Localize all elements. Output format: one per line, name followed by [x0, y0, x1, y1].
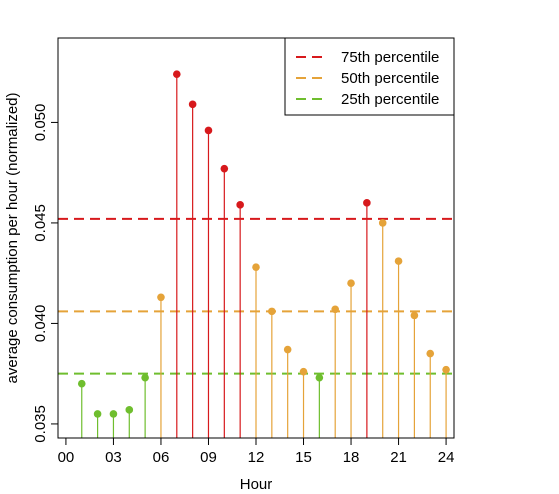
y-axis: 0.035 0.040 0.045 0.050 — [32, 104, 58, 443]
legend-label-2: 25th percentile — [341, 91, 439, 108]
point-hour-8 — [188, 100, 197, 109]
point-hour-18 — [347, 279, 355, 288]
lollipop-stems — [81, 74, 447, 438]
x-tick-label: 00 — [58, 449, 75, 466]
y-tick-label: 0.050 — [32, 104, 49, 142]
point-hour-9 — [204, 126, 213, 135]
x-tick-label: 09 — [200, 449, 217, 466]
x-tick-label: 03 — [105, 449, 122, 466]
point-hour-11 — [236, 201, 244, 209]
point-hour-6 — [157, 293, 165, 302]
x-tick-label: 21 — [390, 449, 407, 466]
x-tick-label: 24 — [438, 449, 455, 466]
lollipop-points — [77, 70, 450, 418]
legend-label-0: 75th percentile — [341, 49, 439, 66]
point-hour-3 — [109, 410, 118, 418]
point-hour-1 — [77, 379, 86, 388]
point-hour-21 — [394, 257, 403, 265]
point-hour-22 — [410, 311, 419, 320]
point-hour-19 — [363, 199, 371, 207]
legend-box — [284, 37, 455, 116]
point-hour-4 — [125, 406, 134, 414]
point-hour-5 — [141, 373, 149, 382]
point-hour-2 — [93, 410, 102, 418]
x-tick-label: 15 — [295, 449, 312, 466]
x-tick-label: 12 — [248, 449, 265, 466]
point-hour-14 — [283, 345, 292, 354]
point-hour-12 — [252, 263, 260, 271]
point-hour-20 — [378, 219, 387, 227]
x-axis-title: Hour — [240, 476, 273, 493]
x-axis: 00 03 06 09 12 15 18 21 24 — [58, 438, 455, 466]
point-hour-13 — [268, 307, 276, 316]
point-hour-17 — [331, 305, 340, 314]
legend: 75th percentile 50th percentile 25th perce… — [284, 37, 455, 116]
point-hour-23 — [426, 349, 435, 358]
point-hour-16 — [315, 373, 324, 382]
y-tick-label: 0.045 — [32, 204, 49, 242]
point-hour-10 — [220, 164, 229, 173]
point-hour-15 — [299, 367, 308, 376]
y-tick-label: 0.035 — [32, 405, 49, 443]
x-tick-label: 18 — [343, 449, 360, 466]
y-tick-label: 0.040 — [32, 305, 49, 343]
x-tick-label: 06 — [153, 449, 170, 466]
point-hour-7 — [173, 70, 181, 78]
y-axis-title: average consumption per hour (normalized… — [4, 93, 21, 384]
point-hour-24 — [442, 365, 450, 374]
legend-label-1: 50th percentile — [341, 70, 439, 87]
